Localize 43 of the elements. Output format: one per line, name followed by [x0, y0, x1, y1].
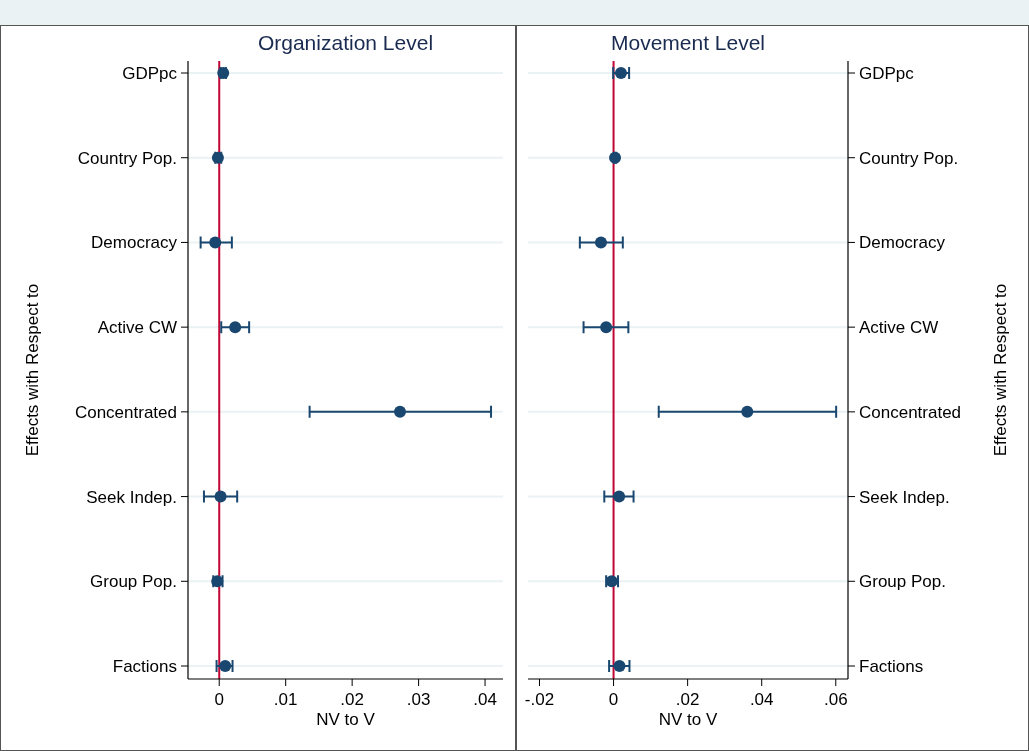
x-tick-label: -.02 [524, 690, 555, 709]
y-tick-label: Active CW [859, 318, 939, 338]
y-tick-label: Country Pop. [859, 148, 959, 168]
x-tick-label: 0 [214, 690, 224, 709]
point [393, 405, 406, 418]
x-axis-title: NV to V [658, 710, 718, 729]
point [741, 405, 754, 418]
x-tick-label: 0 [608, 690, 619, 709]
chart-title: Organization Level [257, 31, 434, 54]
point [594, 236, 607, 249]
y-tick-label: Factions [112, 657, 177, 676]
y-tick-label: Active CW [97, 318, 177, 338]
point [613, 490, 626, 503]
point [600, 321, 613, 334]
x-axis-title: NV to V [316, 710, 376, 729]
chart-title: Movement Level [610, 31, 766, 54]
y-tick-label: Concentrated [859, 402, 962, 422]
x-tick-label: .04 [749, 690, 774, 709]
y-tick-label: Group Pop. [859, 572, 946, 592]
y-tick-label: GDPpc [859, 64, 915, 83]
y-tick-label: Country Pop. [77, 148, 177, 168]
point [219, 660, 232, 672]
point [229, 321, 242, 334]
x-tick-label: .06 [823, 690, 848, 709]
y-tick-label: GDPpc [122, 64, 178, 83]
point [214, 490, 227, 503]
y-tick-label: Democracy [91, 233, 178, 253]
point [209, 236, 222, 249]
y-tick-label: Group Pop. [90, 572, 177, 592]
x-tick-label: .04 [473, 690, 497, 709]
y-tick-label: Factions [859, 657, 924, 676]
y-tick-label: Concentrated [74, 402, 177, 422]
y-tick-label: Democracy [859, 233, 946, 253]
x-tick-label: .02 [675, 690, 700, 709]
point [609, 151, 622, 164]
y-tick-label: Seek Indep. [859, 487, 950, 507]
y-axis-title: Effects with Respect to [991, 283, 1010, 457]
x-tick-label: .01 [273, 690, 298, 709]
y-axis-title: Effects with Respect to [23, 283, 42, 457]
x-tick-label: .02 [340, 690, 364, 709]
point [613, 660, 626, 672]
y-tick-label: Seek Indep. [86, 487, 177, 507]
x-tick-label: .03 [406, 690, 431, 709]
